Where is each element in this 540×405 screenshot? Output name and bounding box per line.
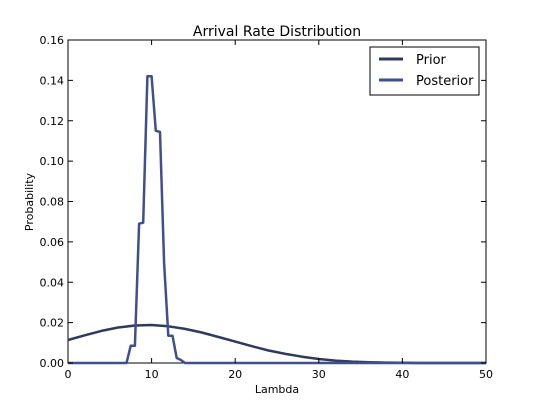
x-tick-label: 0 [65,368,72,381]
x-tick-label: 30 [312,368,326,381]
legend-label-posterior: Posterior [416,74,474,89]
legend-label-prior: Prior [416,53,447,68]
x-axis-label: Lambda [255,383,299,396]
legend: Prior Posterior [369,46,480,96]
y-tick-label: 0.08 [40,196,65,209]
y-tick-label: 0.12 [40,115,65,128]
y-tick-label: 0.14 [40,74,65,87]
y-tick-label: 0.04 [40,276,65,289]
y-tick-label: 0.16 [40,34,65,47]
chart-title: Arrival Rate Distribution [193,24,361,40]
x-tick-label: 20 [228,368,242,381]
x-tick-label: 50 [479,368,493,381]
ticks-layer: 0 10 20 30 40 50 0.00 0.02 0.04 0.06 0.08 0.10 0.12 0… [40,34,494,381]
x-tick-label: 10 [145,368,159,381]
y-tick-label: 0.00 [40,357,65,370]
series-line-posterior [68,75,486,365]
legend-box [369,46,480,96]
y-axis-label: Probability [23,172,36,231]
series-layer [67,75,486,365]
series-line-prior [67,323,486,365]
y-tick-label: 0.02 [40,317,65,330]
y-tick-label: 0.10 [40,155,65,168]
x-tick-label: 40 [395,368,409,381]
y-tick-label: 0.06 [40,236,65,249]
